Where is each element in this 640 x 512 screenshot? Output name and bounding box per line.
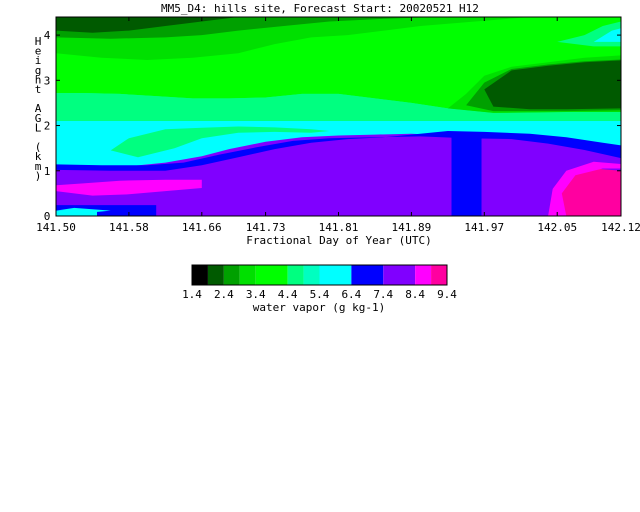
colorbar-swatch: [207, 265, 224, 285]
y-tick-label: 1: [44, 165, 51, 178]
chart-title: MM5_D4: hills site, Forecast Start: 2002…: [161, 2, 479, 15]
colorbar-swatch: [192, 265, 208, 285]
colorbar-tick-label: 3.4: [246, 288, 266, 301]
y-tick-label: 3: [44, 74, 51, 87]
contour-region-19: [484, 60, 621, 110]
colorbar-swatch: [255, 265, 288, 285]
colorbar: 1.4 2.4 3.4 4.4 5.4 6.4 7.4 8.4 9.4: [182, 264, 457, 301]
colorbar-tick-label: 7.4: [373, 288, 393, 301]
contour-region-21: [593, 28, 621, 42]
y-tick-label: 0: [44, 210, 51, 223]
x-tick-label: 142.05: [537, 221, 577, 234]
x-tick-label: 141.50: [36, 221, 76, 234]
colorbar-label: water vapor (g kg-1): [253, 301, 385, 314]
colorbar-frame: [191, 264, 448, 286]
contour-region-10: [548, 161, 621, 216]
contour-region-9: [557, 168, 621, 216]
colorbar-swatch: [319, 265, 352, 285]
colorbar-swatch: [303, 265, 320, 285]
contour-region-8: [56, 179, 202, 196]
colorbar-tick-label: 1.4: [182, 288, 202, 301]
x-tick-label: 141.73: [246, 221, 286, 234]
x-tick-label: 141.97: [464, 221, 504, 234]
contour-regions: [56, 17, 621, 216]
contour-region-16: [56, 17, 239, 33]
contour-region-7: [56, 207, 111, 213]
x-axis: 141.50 141.58 141.66 141.73 141.81 141.89 141.…: [36, 17, 640, 234]
colorbar-tick-label: 9.4: [437, 288, 457, 301]
colorbar-tick-label: 5.4: [310, 288, 330, 301]
x-tick-label: 141.66: [182, 221, 222, 234]
colorbar-swatch: [431, 265, 447, 285]
colorbar-swatch: [287, 265, 304, 285]
y-tick-label: 4: [44, 29, 51, 42]
colorbar-tick-label: 2.4: [214, 288, 234, 301]
colorbar-swatch: [351, 265, 384, 285]
contour-region-12: [110, 126, 330, 158]
x-tick-label: 141.81: [319, 221, 359, 234]
x-tick-label: 142.12: [601, 221, 640, 234]
colorbar-tick-label: 8.4: [405, 288, 425, 301]
colorbar-tick-label: 4.4: [278, 288, 298, 301]
colorbar-swatch: [223, 265, 240, 285]
x-tick-label: 141.58: [109, 221, 149, 234]
x-axis-label: Fractional Day of Year (UTC): [246, 234, 431, 247]
contour-region-11: [56, 93, 621, 121]
y-tick-label: 2: [44, 120, 51, 133]
x-tick-label: 141.89: [392, 221, 432, 234]
contour-region-2: [56, 131, 621, 171]
colorbar-tick-label: 6.4: [341, 288, 361, 301]
colorbar-swatch: [415, 265, 432, 285]
contour-region-3: [451, 136, 482, 216]
contour-region-4: [481, 139, 567, 216]
y-axis: 0 1 2 3 4: [44, 29, 621, 223]
colorbar-swatch: [383, 265, 416, 285]
colorbar-swatch: [239, 265, 256, 285]
